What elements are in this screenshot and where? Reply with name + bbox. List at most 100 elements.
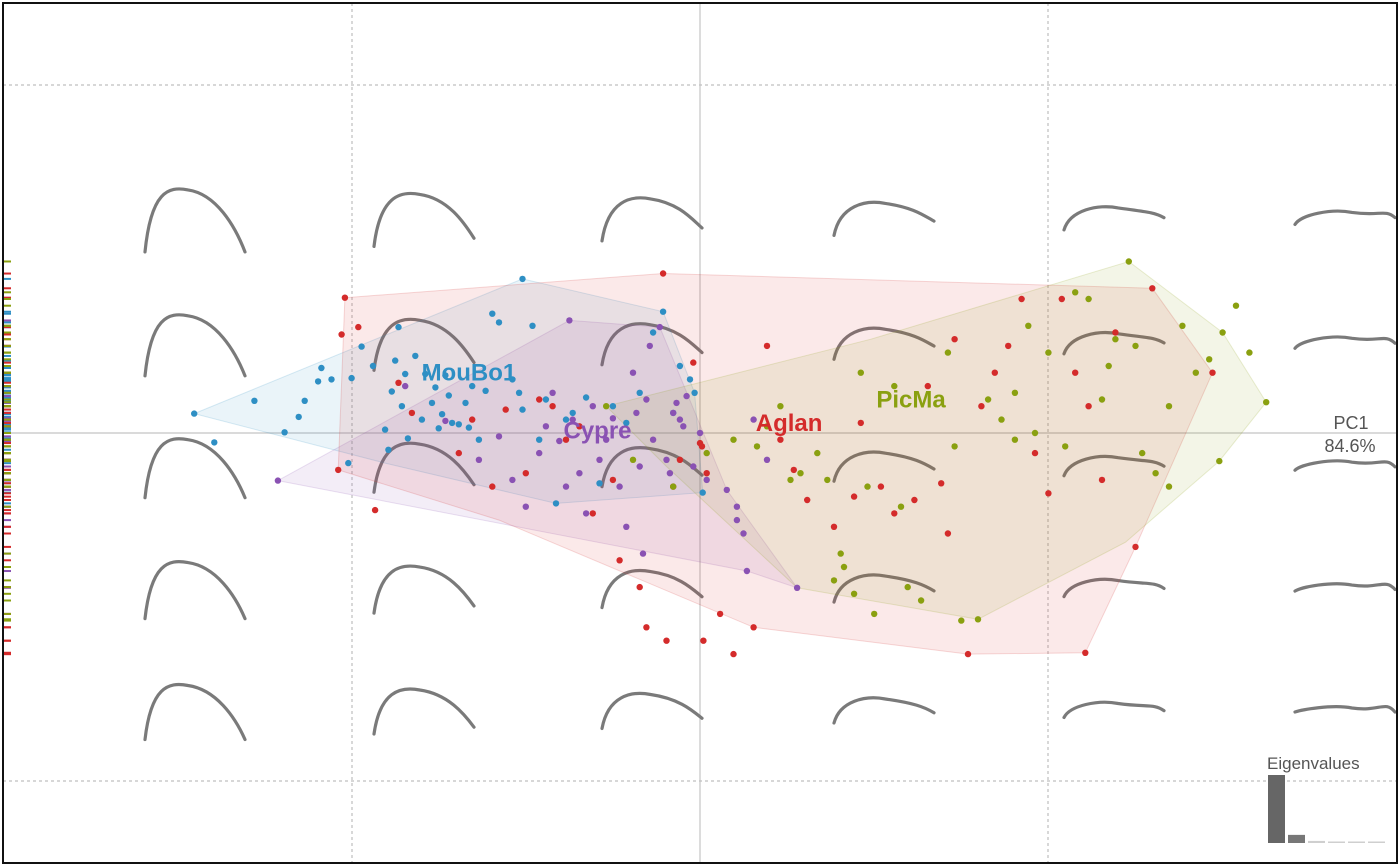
point-picma	[975, 616, 981, 622]
point-moubo1	[302, 398, 308, 404]
point-moubo1	[687, 376, 693, 382]
point-picma	[1012, 390, 1018, 396]
point-moubo1	[296, 414, 302, 420]
point-aglan	[637, 584, 643, 590]
point-picma	[1263, 399, 1269, 405]
mean-shape	[145, 439, 245, 498]
point-moubo1	[466, 424, 472, 430]
point-moubo1	[700, 489, 706, 495]
point-picma	[1085, 296, 1091, 302]
point-picma	[1219, 329, 1225, 335]
mean-shape	[1295, 584, 1395, 591]
point-cypre	[623, 524, 629, 530]
point-cypre	[583, 510, 589, 516]
point-aglan	[677, 457, 683, 463]
point-cypre	[667, 470, 673, 476]
point-cypre	[724, 487, 730, 493]
point-picma	[951, 443, 957, 449]
point-picma	[998, 416, 1004, 422]
point-cypre	[697, 430, 703, 436]
point-aglan	[804, 497, 810, 503]
point-cypre	[523, 504, 529, 510]
point-aglan	[395, 380, 401, 386]
point-cypre	[650, 437, 656, 443]
point-aglan	[1149, 285, 1155, 291]
point-moubo1	[251, 398, 257, 404]
point-aglan	[945, 530, 951, 536]
point-picma	[730, 437, 736, 443]
point-aglan	[335, 467, 341, 473]
point-picma	[858, 370, 864, 376]
point-aglan	[965, 651, 971, 657]
point-picma	[1062, 443, 1068, 449]
point-moubo1	[412, 353, 418, 359]
point-aglan	[878, 483, 884, 489]
point-moubo1	[281, 429, 287, 435]
point-moubo1	[446, 392, 452, 398]
point-cypre	[633, 410, 639, 416]
eigenvalue-bar	[1368, 842, 1385, 844]
point-moubo1	[382, 426, 388, 432]
point-picma	[1216, 458, 1222, 464]
point-moubo1	[385, 447, 391, 453]
point-picma	[630, 457, 636, 463]
point-moubo1	[570, 410, 576, 416]
mean-shape	[1295, 337, 1395, 348]
point-aglan	[1018, 296, 1024, 302]
point-cypre	[563, 483, 569, 489]
point-moubo1	[650, 329, 656, 335]
point-moubo1	[529, 323, 535, 329]
point-picma	[958, 617, 964, 623]
point-moubo1	[691, 390, 697, 396]
mean-shape	[834, 698, 934, 723]
point-picma	[1206, 356, 1212, 362]
point-picma	[754, 443, 760, 449]
eigenvalues-title: Eigenvalues	[1267, 754, 1360, 773]
point-aglan	[342, 295, 348, 301]
point-picma	[1099, 396, 1105, 402]
point-aglan	[1085, 403, 1091, 409]
point-cypre	[734, 504, 740, 510]
point-moubo1	[482, 388, 488, 394]
point-picma	[1166, 483, 1172, 489]
eigenvalue-bar	[1348, 842, 1365, 844]
point-aglan	[590, 510, 596, 516]
point-picma	[1233, 303, 1239, 309]
point-moubo1	[519, 276, 525, 282]
point-moubo1	[345, 460, 351, 466]
mean-shape	[374, 689, 474, 734]
point-picma	[1126, 258, 1132, 264]
point-cypre	[744, 568, 750, 574]
point-moubo1	[637, 390, 643, 396]
point-cypre	[536, 450, 542, 456]
point-picma	[1012, 437, 1018, 443]
point-aglan	[489, 483, 495, 489]
point-aglan	[643, 624, 649, 630]
point-cypre	[576, 470, 582, 476]
point-picma	[831, 577, 837, 583]
point-picma	[985, 396, 991, 402]
point-aglan	[523, 470, 529, 476]
point-moubo1	[449, 420, 455, 426]
point-aglan	[660, 270, 666, 276]
point-cypre	[794, 585, 800, 591]
point-cypre	[543, 423, 549, 429]
point-picma	[1152, 470, 1158, 476]
group-label-picma: PicMa	[876, 387, 946, 414]
mean-shape	[145, 684, 245, 739]
mean-shape	[374, 566, 474, 613]
point-cypre	[647, 343, 653, 349]
point-moubo1	[519, 406, 525, 412]
mean-shape	[1295, 211, 1395, 224]
point-moubo1	[348, 375, 354, 381]
point-picma	[1032, 430, 1038, 436]
point-picma	[898, 504, 904, 510]
point-moubo1	[536, 437, 542, 443]
point-aglan	[1032, 450, 1038, 456]
group-label-cypre: Cypre	[563, 417, 631, 444]
eigenvalue-bar	[1268, 775, 1285, 843]
point-moubo1	[543, 396, 549, 402]
point-moubo1	[358, 343, 364, 349]
point-picma	[1166, 403, 1172, 409]
point-moubo1	[392, 357, 398, 363]
